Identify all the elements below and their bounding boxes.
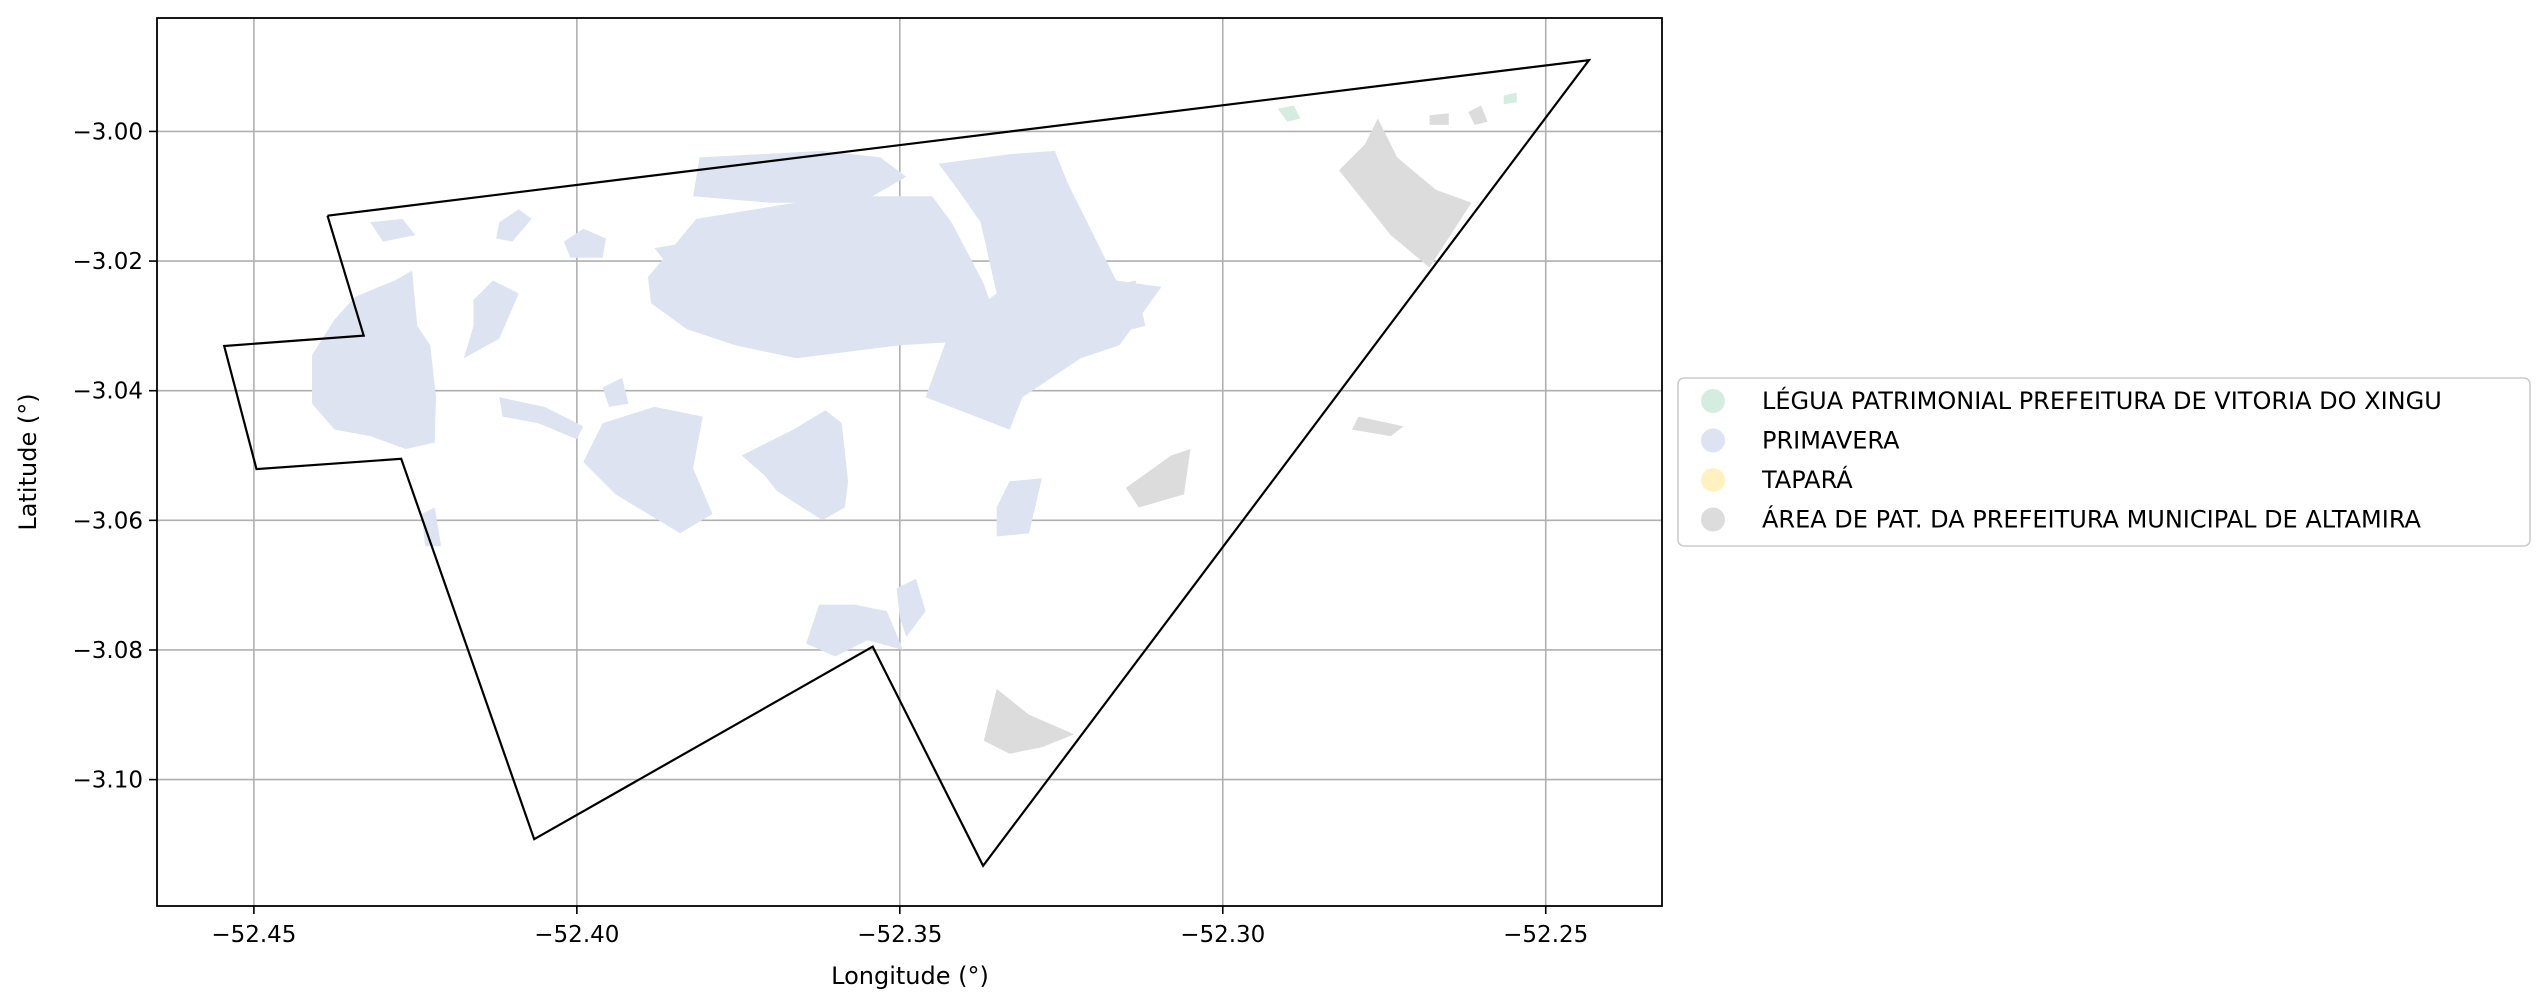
legend-label: PRIMAVERA bbox=[1762, 427, 1900, 455]
legend-marker bbox=[1701, 507, 1725, 532]
y-tick-label: −3.10 bbox=[73, 768, 143, 794]
legend-box bbox=[1677, 377, 2531, 547]
x-tick-label: −52.30 bbox=[1180, 922, 1265, 948]
x-tick-label: −52.25 bbox=[1503, 922, 1588, 948]
map-region bbox=[1106, 280, 1146, 333]
map-region bbox=[370, 218, 416, 242]
map-region bbox=[1277, 105, 1301, 122]
x-axis: −52.45 −52.40 −52.35 −52.30 −52.25 bbox=[211, 906, 1588, 948]
y-tick-label: −3.02 bbox=[73, 249, 143, 275]
map-region bbox=[925, 150, 1162, 430]
map-region bbox=[693, 150, 907, 203]
map-region bbox=[983, 688, 1075, 754]
map-region bbox=[496, 209, 532, 242]
plot-frame bbox=[156, 17, 1663, 907]
legend: LÉGUA PATRIMONIAL PREFEITURA DE VITORIA … bbox=[1677, 377, 2531, 547]
map-region bbox=[563, 228, 606, 258]
map-region bbox=[1468, 105, 1488, 125]
y-tick-label: −3.04 bbox=[73, 379, 143, 405]
x-axis-label: Longitude (°) bbox=[831, 962, 989, 990]
y-axis-label: Latitude (°) bbox=[14, 393, 42, 530]
study-area-boundary bbox=[222, 58, 1592, 868]
x-tick-label: −52.45 bbox=[211, 922, 296, 948]
legend-label: ÁREA DE PAT. DA PREFEITURA MUNICIPAL DE … bbox=[1762, 505, 2422, 534]
map-region bbox=[1429, 113, 1449, 125]
legend-marker bbox=[1701, 428, 1725, 453]
legend-marker bbox=[1701, 389, 1725, 413]
x-tick-label: −52.35 bbox=[857, 922, 942, 948]
map-region bbox=[421, 507, 442, 547]
map-region bbox=[499, 397, 584, 440]
map-region bbox=[1503, 92, 1517, 105]
map-region bbox=[647, 475, 700, 527]
map-region bbox=[463, 280, 519, 359]
y-tick-label: −3.08 bbox=[73, 638, 143, 664]
map-region bbox=[312, 270, 436, 449]
map-region bbox=[654, 241, 719, 281]
y-tick-label: −3.00 bbox=[73, 119, 143, 145]
map-region bbox=[741, 410, 849, 521]
map-region bbox=[1352, 416, 1404, 437]
map-regions bbox=[312, 92, 1517, 754]
plot-area bbox=[156, 17, 1663, 907]
y-tick-label: −3.06 bbox=[73, 508, 143, 534]
x-grid bbox=[253, 18, 1547, 906]
map-region bbox=[896, 578, 926, 637]
legend-label: TAPARÁ bbox=[1761, 465, 1853, 494]
map-region bbox=[647, 196, 1007, 359]
legend-label: LÉGUA PATRIMONIAL PREFEITURA DE VITORIA … bbox=[1762, 386, 2442, 415]
y-axis: −3.00 −3.02 −3.04 −3.06 −3.08 −3.10 bbox=[73, 119, 157, 794]
map-region bbox=[996, 478, 1042, 537]
x-tick-label: −52.40 bbox=[534, 922, 619, 948]
map-region bbox=[602, 377, 629, 407]
map-region bbox=[1339, 118, 1472, 268]
map-region bbox=[806, 604, 903, 657]
map-region bbox=[1125, 449, 1191, 508]
legend-marker bbox=[1701, 468, 1725, 492]
